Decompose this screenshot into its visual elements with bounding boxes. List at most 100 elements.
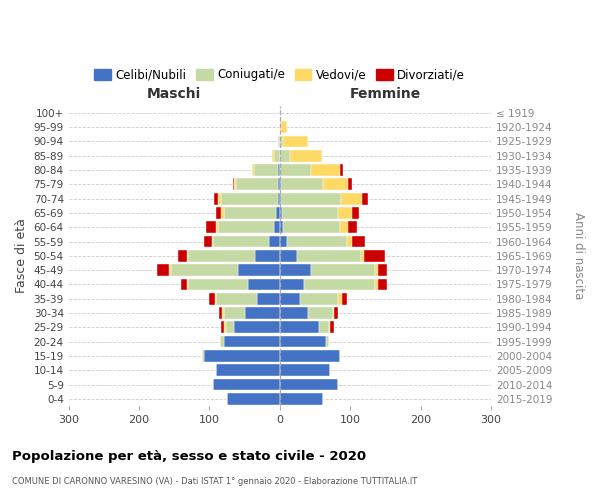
Text: COMUNE DI CARONNO VARESINO (VA) - Dati ISTAT 1° gennaio 2020 - Elaborazione TUTT: COMUNE DI CARONNO VARESINO (VA) - Dati I…	[12, 478, 417, 486]
Bar	[236, 178, 278, 190]
Bar	[280, 178, 281, 190]
Bar	[234, 178, 236, 190]
Bar	[224, 336, 280, 347]
Bar	[281, 193, 341, 204]
Bar	[280, 236, 287, 248]
Bar	[280, 293, 299, 304]
Bar	[204, 350, 280, 362]
Bar	[257, 293, 280, 304]
Bar	[253, 164, 254, 176]
Bar	[331, 322, 334, 333]
Bar	[220, 336, 224, 347]
Bar	[278, 164, 280, 176]
Bar	[311, 164, 340, 176]
Bar	[217, 222, 218, 233]
Bar	[278, 178, 280, 190]
Bar	[233, 178, 234, 190]
Bar	[221, 207, 224, 219]
Bar	[221, 322, 224, 333]
Bar	[248, 278, 280, 290]
Bar	[280, 264, 311, 276]
Bar	[329, 322, 331, 333]
Bar	[280, 350, 340, 362]
Bar	[280, 307, 308, 319]
Bar	[341, 193, 362, 204]
Bar	[334, 307, 338, 319]
Bar	[209, 293, 215, 304]
Bar	[352, 236, 365, 248]
Bar	[338, 207, 352, 219]
Bar	[375, 278, 379, 290]
Bar	[342, 293, 347, 304]
Bar	[283, 136, 308, 147]
Bar	[280, 207, 282, 219]
Bar	[298, 250, 361, 262]
Bar	[218, 307, 222, 319]
Bar	[205, 236, 212, 248]
Bar	[181, 278, 187, 290]
Bar	[238, 264, 280, 276]
Bar	[218, 222, 274, 233]
Bar	[332, 307, 334, 319]
Bar	[224, 322, 226, 333]
Bar	[352, 207, 359, 219]
Bar	[188, 278, 248, 290]
Bar	[280, 164, 311, 176]
Bar	[280, 122, 281, 133]
Bar	[216, 207, 221, 219]
Bar	[280, 278, 304, 290]
Bar	[187, 250, 188, 262]
Bar	[272, 150, 274, 162]
Bar	[171, 264, 238, 276]
Bar	[348, 222, 356, 233]
Bar	[214, 193, 218, 204]
Bar	[283, 222, 340, 233]
Bar	[280, 322, 319, 333]
Bar	[278, 193, 280, 204]
Bar	[212, 236, 213, 248]
Bar	[217, 364, 280, 376]
Bar	[281, 122, 287, 133]
Bar	[280, 222, 283, 233]
Bar	[280, 250, 298, 262]
Bar	[227, 393, 280, 404]
Bar	[215, 293, 217, 304]
Legend: Celibi/Nubili, Coniugati/e, Vedovi/e, Divorziati/e: Celibi/Nubili, Coniugati/e, Vedovi/e, Di…	[90, 64, 470, 86]
Bar	[347, 236, 352, 248]
Bar	[276, 207, 280, 219]
Bar	[280, 193, 281, 204]
Bar	[188, 250, 255, 262]
Bar	[290, 150, 322, 162]
Bar	[278, 136, 280, 147]
Bar	[245, 307, 280, 319]
Bar	[280, 150, 290, 162]
Bar	[254, 164, 278, 176]
Y-axis label: Fasce di età: Fasce di età	[15, 218, 28, 294]
Bar	[304, 278, 375, 290]
Bar	[217, 293, 257, 304]
Bar	[379, 264, 387, 276]
Bar	[222, 307, 224, 319]
Bar	[221, 193, 278, 204]
Bar	[281, 178, 323, 190]
Text: Maschi: Maschi	[147, 88, 202, 102]
Bar	[379, 278, 387, 290]
Bar	[274, 222, 280, 233]
Bar	[187, 278, 188, 290]
Bar	[340, 164, 343, 176]
Bar	[280, 336, 326, 347]
Bar	[226, 322, 234, 333]
Bar	[157, 264, 169, 276]
Bar	[213, 236, 269, 248]
Bar	[326, 336, 329, 347]
Y-axis label: Anni di nascita: Anni di nascita	[572, 212, 585, 300]
Bar	[255, 250, 280, 262]
Bar	[234, 322, 280, 333]
Bar	[361, 250, 364, 262]
Bar	[280, 378, 338, 390]
Bar	[169, 264, 171, 276]
Bar	[280, 364, 331, 376]
Bar	[213, 378, 280, 390]
Bar	[348, 178, 352, 190]
Text: Femmine: Femmine	[350, 88, 421, 102]
